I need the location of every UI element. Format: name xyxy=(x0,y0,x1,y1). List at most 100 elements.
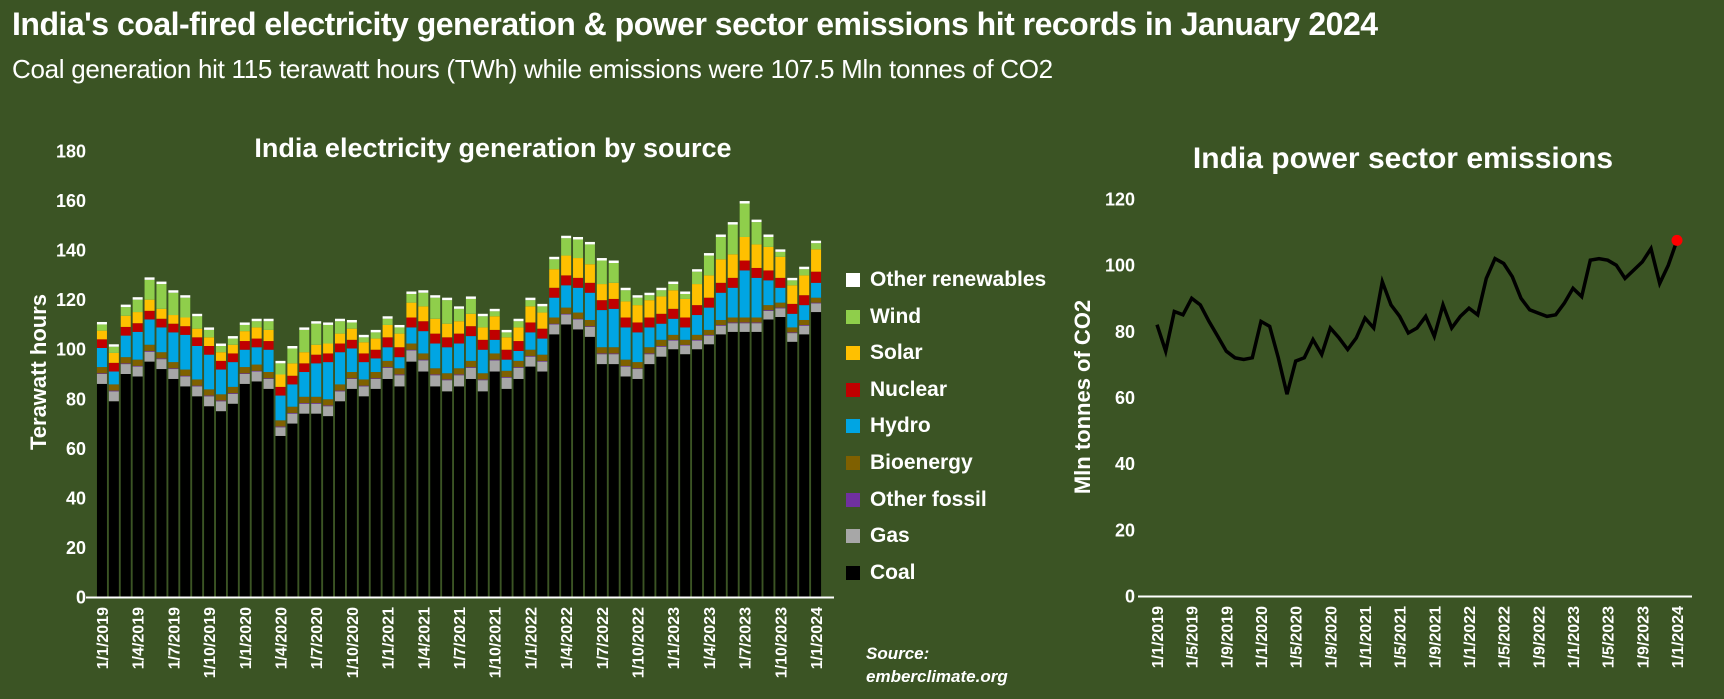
bar-segment-bioenergy xyxy=(739,317,750,323)
bar-segment-other-fossil xyxy=(739,322,750,324)
bar-segment-solar xyxy=(596,284,607,301)
bar-segment-other-fossil xyxy=(787,332,798,334)
bar-segment-nuclear xyxy=(144,310,155,320)
bar-segment-wind xyxy=(680,293,691,299)
legend-item-coal: Coal xyxy=(846,561,1046,585)
bar-segment-gas xyxy=(513,367,524,379)
bar-segment-nuclear xyxy=(799,295,810,306)
bar-segment-nuclear xyxy=(108,362,119,372)
bar-segment-other-renewables xyxy=(763,234,774,237)
bar-segment-nuclear xyxy=(239,341,250,350)
bar-segment-wind xyxy=(120,307,131,316)
bar-segment-other-renewables xyxy=(596,258,607,261)
bar-segment-hydro xyxy=(596,310,607,348)
bar-segment-wind xyxy=(334,321,345,334)
bar-segment-wind xyxy=(573,239,584,259)
bar-segment-coal xyxy=(763,319,774,597)
bar-segment-other-renewables xyxy=(465,296,476,299)
bar-segment-nuclear xyxy=(620,317,631,328)
y-tick-label: 20 xyxy=(1115,520,1135,540)
bar-segment-coal xyxy=(584,336,595,597)
bar-segment-coal xyxy=(311,413,322,597)
bar-segment-coal xyxy=(489,371,500,597)
bar-segment-bioenergy xyxy=(787,327,798,333)
bar-segment-other-fossil xyxy=(406,349,417,351)
legend-label: Bioenergy xyxy=(870,450,973,474)
bar-segment-coal xyxy=(96,383,107,597)
bar-segment-solar xyxy=(334,333,345,344)
bar-segment-coal xyxy=(525,366,536,597)
emissions-x-axis: 1/1/2019 1/5/2019 1/9/2019 1/1/2020 1/5/2020… xyxy=(1150,606,1687,668)
bar-segment-bioenergy xyxy=(358,379,369,386)
bar-segment-other-fossil xyxy=(477,379,488,381)
bar-segment-gas xyxy=(299,403,310,414)
bar-segment-nuclear xyxy=(430,333,441,344)
x-tick-label: 1/5/2022 xyxy=(1497,606,1514,668)
bar-segment-coal xyxy=(239,383,250,597)
bar-segment-gas xyxy=(620,366,631,377)
bar-segment-hydro xyxy=(120,335,131,358)
bar-segment-gas xyxy=(799,325,810,335)
bar-segment-solar xyxy=(108,352,119,363)
bar-segment-solar xyxy=(656,296,667,314)
bar-segment-nuclear xyxy=(323,353,334,363)
bar-segment-gas xyxy=(811,303,822,313)
x-tick-label: 1/10/2022 xyxy=(631,607,648,678)
bar-segment-hydro xyxy=(632,332,643,363)
bar-segment-other-fossil xyxy=(144,350,155,352)
bar-segment-other-renewables xyxy=(406,291,417,294)
bar-segment-other-fossil xyxy=(584,326,595,327)
bar-segment-bioenergy xyxy=(465,360,476,368)
bar-segment-other-renewables xyxy=(168,290,179,293)
bar-segment-coal xyxy=(251,381,262,597)
bar-segment-nuclear xyxy=(787,303,798,314)
bar-segment-coal xyxy=(394,386,405,597)
bar-segment-other-renewables xyxy=(477,313,488,317)
source-url: emberclimate.org xyxy=(866,667,1008,686)
bar-segment-wind xyxy=(263,321,274,330)
x-tick-label: 1/1/2019 xyxy=(1150,606,1167,668)
bar-segment-wind xyxy=(108,346,119,353)
bar-segment-gas xyxy=(263,378,274,389)
bar-segment-gas xyxy=(442,380,453,392)
bar-segment-hydro xyxy=(775,287,786,303)
bar-segment-solar xyxy=(584,264,595,283)
bar-segment-hydro xyxy=(204,354,215,390)
bar-segment-gas xyxy=(763,310,774,320)
emissions-y-axis: 0 20 40 60 80 100 120 xyxy=(1105,190,1135,607)
bar-segment-coal xyxy=(537,371,548,597)
bar-segment-other-renewables xyxy=(549,256,560,260)
x-tick-label: 1/9/2021 xyxy=(1427,606,1444,668)
x-tick-label: 1/1/2022 xyxy=(523,607,540,669)
bar-segment-other-fossil xyxy=(680,344,691,346)
bar-segment-other-renewables xyxy=(394,324,405,328)
bar-segment-nuclear xyxy=(513,341,524,351)
bar-segment-bioenergy xyxy=(549,317,560,324)
bar-segment-gas xyxy=(192,386,203,397)
bar-segment-gas xyxy=(501,377,512,389)
bar-segment-other-renewables xyxy=(775,249,786,252)
bar-segment-wind xyxy=(382,318,393,325)
bar-segment-hydro xyxy=(525,332,536,350)
bar-segment-gas xyxy=(144,351,155,362)
bar-segment-other-fossil xyxy=(620,365,631,367)
bar-segment-other-fossil xyxy=(561,313,572,315)
bar-segment-gas xyxy=(275,427,286,436)
bar-segment-coal xyxy=(192,396,203,597)
bar-segment-nuclear xyxy=(561,275,572,286)
bar-segment-nuclear xyxy=(358,353,369,363)
bar-segment-wind xyxy=(787,280,798,286)
bar-segment-other-fossil xyxy=(608,353,619,355)
bar-segment-hydro xyxy=(430,343,441,369)
bar-segment-hydro xyxy=(739,270,750,318)
bar-segment-nuclear xyxy=(692,305,703,316)
bar-segment-nuclear xyxy=(537,328,548,339)
bar-segment-gas xyxy=(215,401,226,412)
bar-segment-gas xyxy=(180,376,191,387)
bar-segment-hydro xyxy=(465,336,476,361)
bar-segment-coal xyxy=(715,334,726,597)
emissions-chart-title: India power sector emissions xyxy=(1193,142,1613,175)
bar-segment-solar xyxy=(168,315,179,324)
bar-segment-hydro xyxy=(454,343,465,369)
bar-segment-hydro xyxy=(763,280,774,306)
